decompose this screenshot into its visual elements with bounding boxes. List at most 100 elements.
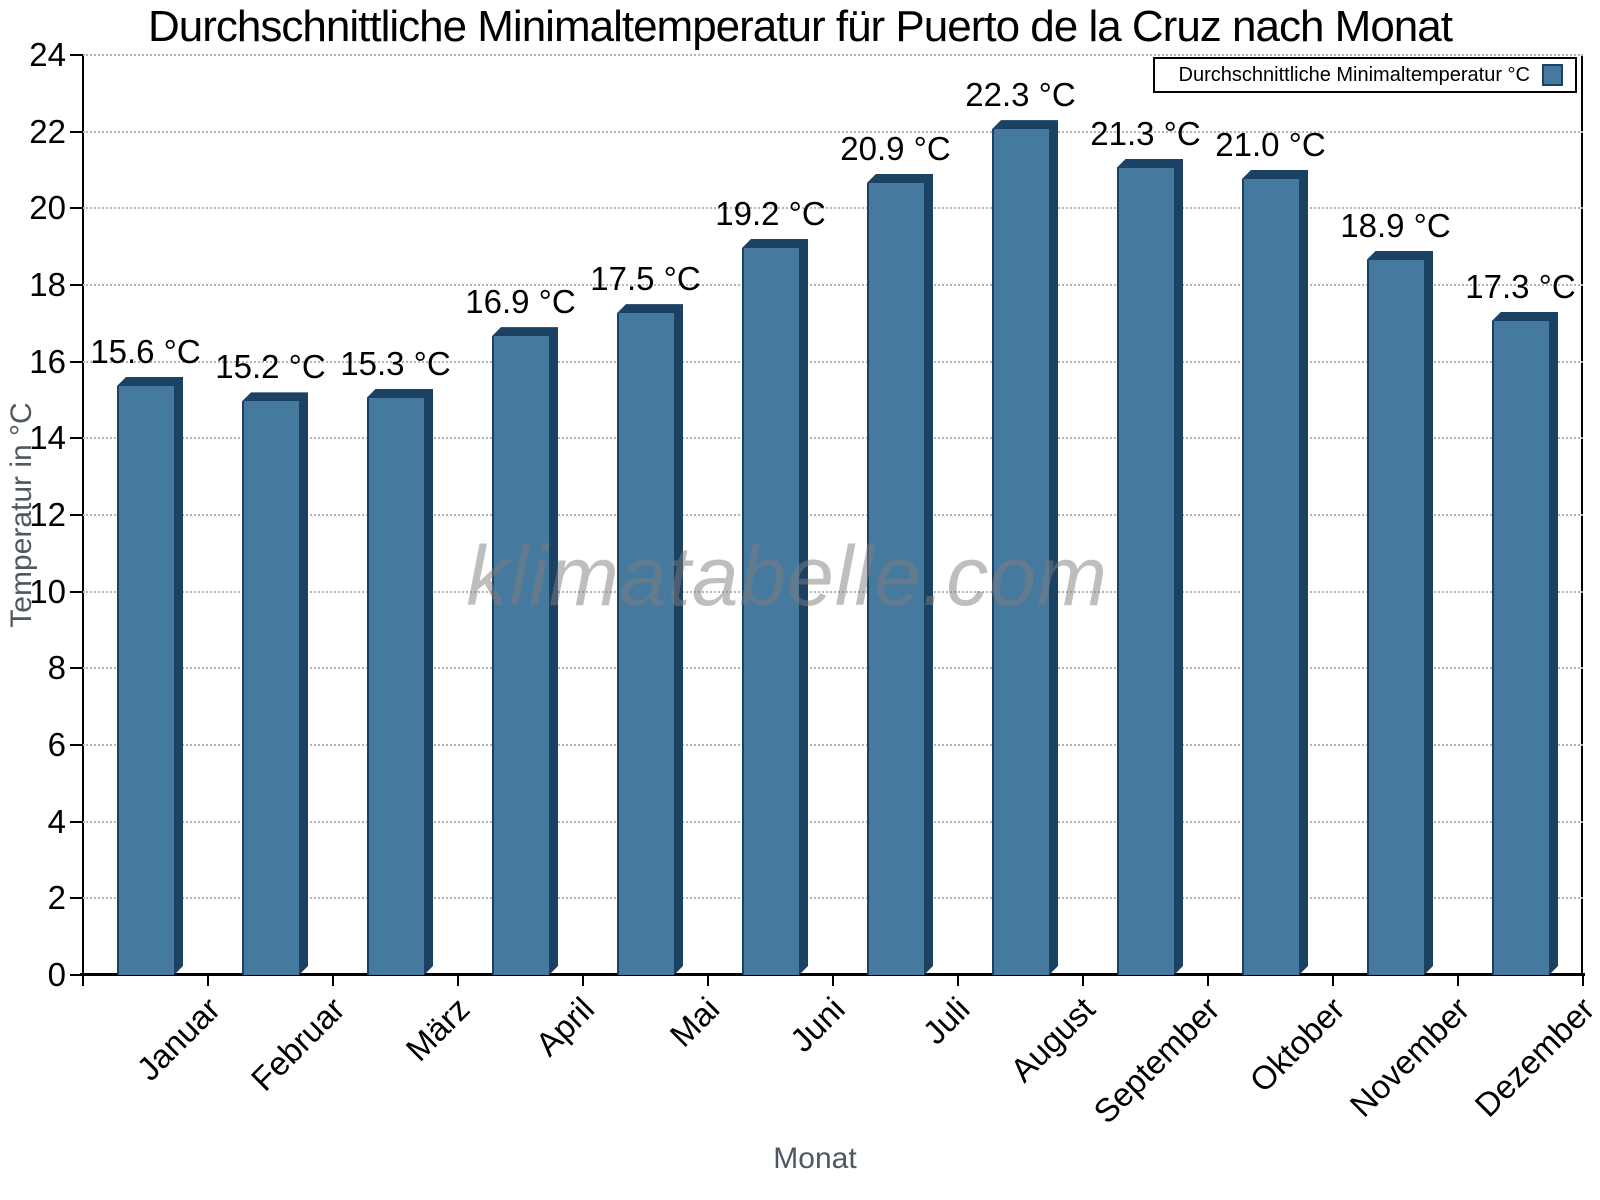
x-tick-7 — [957, 976, 959, 986]
x-cat-label-august: August — [1002, 990, 1102, 1089]
x-cat-label-april: April — [528, 990, 602, 1063]
y-tick-label-16: 16 — [29, 342, 66, 380]
bar-face — [494, 336, 549, 975]
gridline-6 — [83, 744, 1583, 746]
x-tick-1 — [207, 976, 209, 986]
y-tick-24 — [70, 54, 83, 56]
x-tick-6 — [832, 976, 834, 986]
x-tick-2 — [332, 976, 334, 986]
bar-face — [869, 183, 924, 975]
x-cat-label-januar: Januar — [129, 990, 227, 1088]
bar-value-label-juli: 20.9 °C — [840, 129, 951, 167]
y-tick-label-12: 12 — [29, 496, 66, 533]
x-axis-line — [80, 973, 1585, 976]
watermark: klimatabelle.com — [466, 529, 1108, 623]
x-tick-9 — [1207, 976, 1209, 986]
x-cat-label-märz: März — [398, 990, 477, 1069]
x-tick-8 — [1082, 976, 1084, 986]
gridline-22 — [83, 130, 1583, 133]
x-tick-4 — [582, 976, 584, 986]
x-tick-12 — [1582, 976, 1584, 986]
gridline-24 — [83, 54, 1583, 56]
bar-oktober — [1242, 170, 1308, 975]
x-axis-title: Monat — [773, 1142, 857, 1175]
bar-september — [1117, 159, 1183, 976]
y-tick-label-6: 6 — [47, 726, 66, 763]
x-cat-label-oktober: Oktober — [1242, 990, 1352, 1100]
y-tick-20 — [70, 207, 83, 210]
y-tick-10 — [70, 590, 83, 593]
bar-value-label-november: 18.9 °C — [1340, 206, 1451, 244]
bar-dezember — [1492, 312, 1558, 975]
bar-märz — [367, 389, 433, 976]
x-tick-0 — [82, 976, 84, 986]
bar-value-label-august: 22.3 °C — [965, 76, 1076, 114]
x-cat-label-februar: Februar — [243, 990, 352, 1098]
gridline-12 — [83, 514, 1583, 516]
legend-swatch-icon — [1542, 64, 1563, 86]
bar-value-label-juni: 19.2 °C — [715, 195, 826, 232]
y-tick-label-0: 0 — [47, 956, 66, 993]
y-tick-label-8: 8 — [47, 649, 66, 687]
x-tick-5 — [707, 976, 709, 986]
y-tick-4 — [70, 820, 83, 823]
bar-value-label-mai: 17.5 °C — [590, 260, 701, 298]
x-tick-3 — [457, 976, 459, 986]
y-tick-14 — [70, 437, 83, 440]
y-tick-label-4: 4 — [47, 802, 66, 840]
bar-face — [1369, 260, 1424, 976]
gridline-18 — [83, 284, 1583, 286]
bar-value-label-januar: 15.6 °C — [90, 333, 201, 370]
y-tick-label-22: 22 — [29, 112, 66, 150]
y-tick-label-10: 10 — [29, 572, 66, 610]
bar-face — [1119, 168, 1174, 976]
bar-face — [369, 398, 424, 976]
legend-label: Durchschnittliche Minimaltemperatur °C — [1178, 63, 1530, 86]
bar-value-label-oktober: 21.0 °C — [1215, 126, 1326, 163]
bar-value-label-april: 16.9 °C — [465, 283, 576, 321]
bar-mai — [617, 304, 683, 975]
y-tick-2 — [70, 897, 83, 900]
y-tick-label-14: 14 — [29, 419, 66, 457]
gridline-10 — [83, 590, 1583, 593]
x-cat-label-september: September — [1086, 990, 1227, 1131]
x-tick-11 — [1457, 976, 1459, 986]
bar-value-label-dezember: 17.3 °C — [1465, 267, 1576, 305]
gridline-8 — [83, 667, 1583, 670]
x-cat-label-juli: Juli — [915, 990, 977, 1052]
gridline-4 — [83, 820, 1583, 823]
bar-juli — [867, 174, 933, 975]
x-cat-label-dezember: Dezember — [1467, 990, 1600, 1124]
bar-juni — [742, 239, 808, 975]
x-cat-label-juni: Juni — [782, 990, 852, 1059]
y-tick-label-24: 24 — [29, 36, 66, 73]
bar-februar — [242, 392, 308, 975]
x-cat-label-november: November — [1342, 990, 1477, 1124]
bar-face — [119, 386, 174, 975]
y-tick-12 — [70, 514, 83, 516]
y-tick-label-20: 20 — [29, 189, 66, 227]
gridline-20 — [83, 207, 1583, 210]
y-tick-0 — [70, 974, 83, 976]
chart-title: Durchschnittliche Minimaltemperatur für … — [148, 2, 1453, 51]
y-tick-16 — [70, 360, 83, 363]
x-tick-10 — [1332, 976, 1334, 986]
bar-januar — [117, 377, 183, 975]
bar-value-label-februar: 15.2 °C — [215, 348, 326, 386]
gridline-2 — [83, 897, 1583, 900]
bar-value-label-märz: 15.3 °C — [340, 344, 451, 382]
x-cat-label-mai: Mai — [662, 990, 727, 1054]
legend: Durchschnittliche Minimaltemperatur °C — [1153, 57, 1577, 93]
bar-face — [1494, 321, 1549, 975]
gridline-16 — [83, 360, 1583, 363]
y-tick-label-2: 2 — [47, 879, 66, 917]
y-tick-6 — [70, 744, 83, 746]
bar-april — [492, 327, 558, 975]
bar-august — [992, 120, 1058, 975]
bar-november — [1367, 251, 1433, 976]
bar-face — [744, 248, 799, 975]
bar-face — [994, 129, 1049, 975]
bar-face — [1244, 179, 1299, 975]
gridline-14 — [83, 437, 1583, 440]
